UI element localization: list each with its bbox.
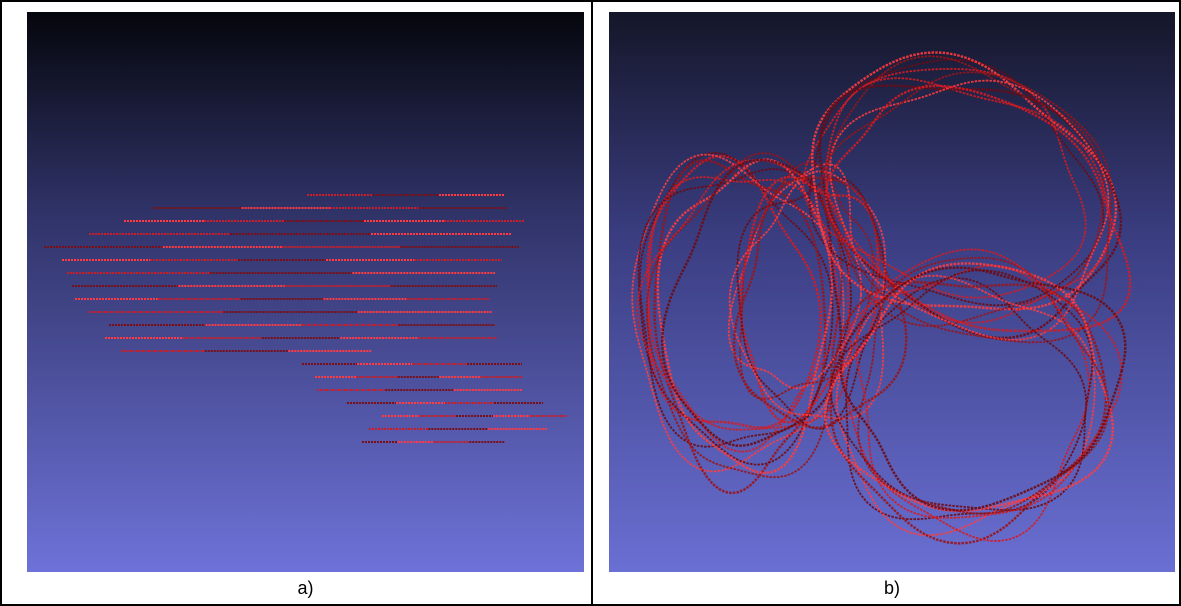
contour-loop	[841, 264, 1091, 542]
contour-loop	[845, 277, 1088, 521]
contour-loop	[636, 158, 852, 431]
contour-loop	[810, 51, 1118, 311]
contour-loop	[824, 77, 1112, 324]
panel-a-render	[27, 12, 584, 572]
contour-loop	[637, 168, 853, 466]
contour-loop	[653, 159, 827, 495]
contour-loop	[736, 177, 887, 430]
contour-loop	[647, 176, 840, 453]
panel-a-slice-lines	[44, 194, 567, 443]
panel-a-background	[27, 12, 584, 572]
contour-loop	[839, 266, 1127, 512]
contour-loop	[857, 256, 1110, 515]
contour-loop	[739, 175, 880, 424]
contour-loop	[829, 79, 1110, 341]
contour-loop	[829, 280, 1108, 545]
contour-loop	[631, 153, 845, 473]
panel-b-image	[609, 12, 1175, 572]
caption-a: a)	[297, 578, 314, 598]
panel-divider	[591, 0, 593, 606]
contour-loop	[829, 269, 1094, 512]
panel-b-contours	[631, 51, 1132, 545]
contour-loop	[739, 161, 875, 400]
panel-b-render	[609, 12, 1175, 572]
contour-loop	[820, 71, 1113, 344]
caption-b: b)	[883, 578, 900, 598]
contour-loop	[825, 55, 1105, 327]
panel-a-image	[27, 12, 584, 572]
contour-loop	[638, 152, 834, 448]
contour-loop	[732, 176, 908, 430]
contour-loop	[855, 248, 1123, 519]
contour-loop	[645, 152, 843, 478]
contour-loop	[835, 274, 1096, 537]
